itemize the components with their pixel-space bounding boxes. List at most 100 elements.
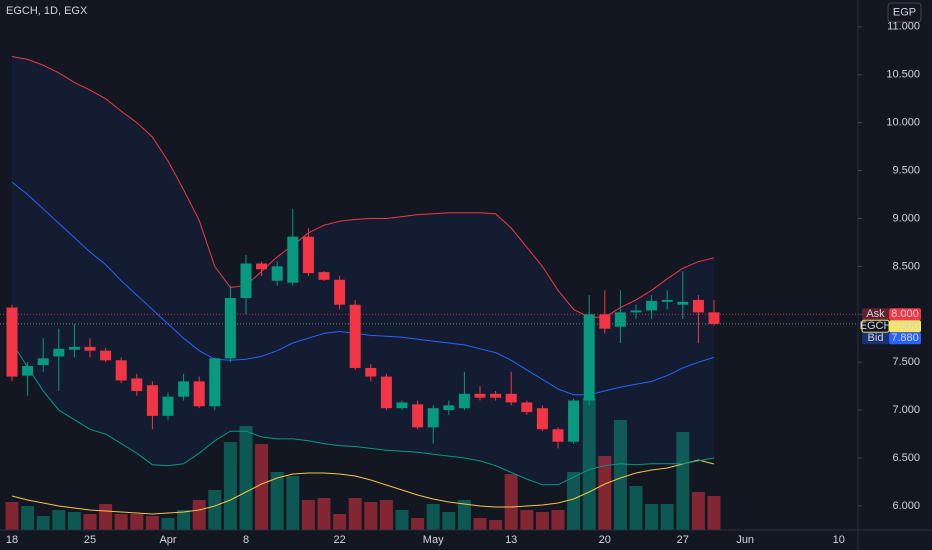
x-tick-label: Apr <box>159 534 176 546</box>
candle-body <box>708 312 720 324</box>
candle-body <box>256 263 268 270</box>
candle-body <box>552 429 564 442</box>
volume-bar <box>67 512 81 530</box>
candle-body <box>334 279 346 305</box>
candle-body <box>131 378 143 391</box>
volume-bar <box>192 500 206 530</box>
volume-bar <box>161 518 175 530</box>
volume-bar <box>255 444 269 530</box>
volume-bar <box>660 504 674 530</box>
price-tag-name: EGCH <box>860 320 892 332</box>
currency[interactable]: EGP <box>893 6 916 18</box>
x-tick-label: 22 <box>333 534 345 546</box>
candle-body <box>209 358 221 407</box>
candle-body <box>646 300 658 311</box>
volume-bar <box>535 512 549 530</box>
candle-body <box>692 299 704 313</box>
candle-body <box>22 366 34 376</box>
price-label: 7.880 <box>891 332 919 344</box>
x-tick-label: 25 <box>84 534 96 546</box>
candle-body <box>614 312 626 327</box>
candle-body <box>396 402 408 409</box>
y-tick-label: 7.500 <box>892 356 920 368</box>
volume-bar <box>208 490 222 530</box>
volume-bar <box>395 510 409 530</box>
x-tick-label: 10 <box>833 534 845 546</box>
y-tick-label: 11.000 <box>887 21 920 33</box>
currency-box[interactable] <box>887 2 922 23</box>
candle-body <box>599 314 611 329</box>
candle-body <box>630 310 642 313</box>
candle-body <box>458 393 470 409</box>
candle-body <box>474 393 486 398</box>
candle-body <box>6 307 18 377</box>
volume-bar <box>676 432 690 530</box>
candle-body <box>427 408 439 428</box>
y-tick-label: 10.000 <box>886 117 920 129</box>
volume-bar <box>21 506 35 530</box>
volume-bar <box>52 510 66 530</box>
candle-body <box>318 272 330 280</box>
volume-bar <box>645 504 659 530</box>
volume-bar <box>613 420 627 530</box>
volume-bar <box>145 516 159 530</box>
candle-body <box>53 348 65 357</box>
volume-bar <box>379 500 393 530</box>
candle-body <box>146 385 158 416</box>
volume-bar <box>286 476 300 530</box>
x-tick-label: Jun <box>736 534 754 546</box>
volume-bar <box>177 510 191 530</box>
candle-body <box>100 350 112 361</box>
price-label: 7.900 <box>891 320 919 332</box>
overlay-line <box>11 342 715 486</box>
volume-bar <box>223 442 237 530</box>
volume-bar <box>520 510 534 530</box>
volume-bar <box>114 514 128 530</box>
price-tag-name: Ask <box>866 308 885 320</box>
price-label-box <box>889 332 921 345</box>
y-tick-label: 9.000 <box>892 212 920 224</box>
candle-body <box>115 360 127 381</box>
volume-bar <box>504 474 518 530</box>
price-label: 8.000 <box>891 308 919 320</box>
candle-body <box>271 266 283 281</box>
candle-body <box>84 346 96 351</box>
candle-body <box>365 367 377 377</box>
overlay-line <box>11 56 715 318</box>
price-tag-box <box>862 308 889 321</box>
candle-body <box>412 404 424 428</box>
candle-body <box>224 297 236 359</box>
price-tag-name: Bid <box>868 332 884 344</box>
candle-body <box>505 393 517 403</box>
plot-area <box>0 56 858 530</box>
candle-body <box>490 393 502 398</box>
candle-body <box>302 236 314 274</box>
volume-bar <box>301 500 315 530</box>
price-label-box <box>889 308 921 321</box>
y-tick-label: 6.500 <box>892 452 920 464</box>
candle-body <box>37 358 49 366</box>
candle-body <box>583 314 595 401</box>
volume-bar <box>239 426 253 530</box>
y-tick-label: 9.500 <box>892 164 920 176</box>
candle-body <box>661 299 673 302</box>
x-tick-label: 20 <box>599 534 611 546</box>
volume-bar <box>348 498 362 530</box>
volume-bar <box>582 398 596 530</box>
volume-ma-line <box>11 459 715 515</box>
y-tick-label: 7.000 <box>892 404 920 416</box>
volume-bar <box>457 500 471 530</box>
candle-body <box>443 405 455 411</box>
x-tick-label: 13 <box>505 534 517 546</box>
candle-body <box>380 376 392 409</box>
chart-title: EGCH, 1D, EGX <box>6 5 88 17</box>
volume-bar <box>442 512 456 530</box>
volume-bar <box>707 496 721 530</box>
volume-bar <box>364 502 378 530</box>
volume-bar <box>551 510 565 530</box>
volume-bar <box>317 498 331 530</box>
volume-bar <box>473 518 487 530</box>
candle-body <box>240 263 252 298</box>
volume-bar <box>333 514 347 530</box>
